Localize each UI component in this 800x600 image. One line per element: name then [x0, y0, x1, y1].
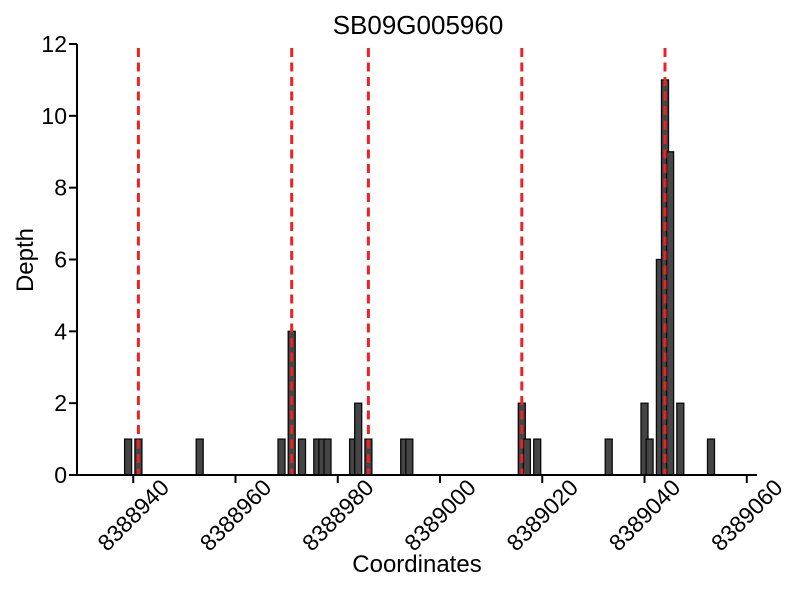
x-tick-label: 8389020 [501, 474, 583, 556]
x-tick-label: 8388980 [297, 474, 379, 556]
y-tick-label: 10 [41, 103, 67, 129]
depth-bar [297, 438, 307, 476]
depth-bar [354, 402, 363, 476]
depth-bar [405, 438, 414, 476]
y-tick-label: 8 [54, 175, 67, 201]
depth-bar [123, 438, 133, 476]
x-tick-label: 8389060 [706, 474, 788, 556]
x-tick-label: 8389040 [604, 474, 686, 556]
y-tick-label: 6 [54, 247, 67, 273]
depth-bar [533, 438, 542, 476]
x-tick-label: 8388960 [195, 474, 277, 556]
y-tick-label: 4 [54, 318, 67, 344]
axes-group [76, 44, 757, 476]
depth-bar [195, 438, 204, 476]
axis-spines [76, 44, 757, 476]
depth-bar [676, 402, 685, 476]
depth-bar [645, 438, 654, 476]
depth-bar [522, 438, 532, 476]
depth-bar [323, 438, 332, 476]
x-axis-label: Coordinates [352, 551, 481, 578]
variant-position-markers [136, 48, 667, 474]
x-tick-label: 8388940 [92, 474, 174, 556]
y-tick-label: 0 [54, 462, 67, 488]
depth-bar [665, 151, 675, 476]
bars-group [123, 79, 716, 476]
y-axis-label: Depth [12, 228, 39, 292]
depth-bar [604, 438, 613, 476]
y-tick-label: 2 [54, 390, 67, 416]
depth-bar [706, 438, 716, 476]
depth-bar [277, 438, 286, 476]
y-tick-label: 12 [41, 31, 67, 57]
x-tick-label: 8389000 [399, 474, 481, 556]
chart-title: SB09G005960 [333, 10, 504, 40]
